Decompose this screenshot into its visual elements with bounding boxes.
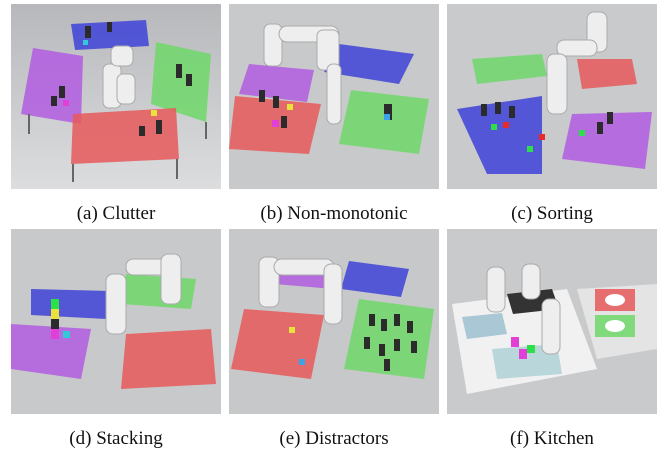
caption-a: (a) Clutter — [76, 203, 156, 224]
robot-arm — [102, 45, 136, 109]
panel-c-sorting-image — [447, 4, 657, 189]
green-table — [344, 299, 434, 379]
sink — [462, 313, 507, 339]
robot-arm — [258, 256, 343, 325]
robot-arm — [263, 23, 342, 125]
red-table — [231, 309, 324, 379]
blue-table — [341, 261, 409, 297]
green-table — [121, 274, 196, 309]
red-table — [577, 59, 637, 89]
caption-e: (e) Distractors — [279, 428, 389, 449]
panel-d-stacking-image — [11, 229, 221, 414]
blue-table — [324, 44, 414, 84]
robot-arm — [546, 11, 608, 115]
robot-arm — [486, 263, 561, 355]
caption-b: (b) Non-monotonic — [260, 203, 408, 224]
green-table — [339, 90, 429, 154]
panel-f-kitchen-image — [447, 229, 657, 414]
caption-d: (d) Stacking — [69, 428, 163, 449]
panel-a-clutter-image — [11, 4, 221, 189]
red-table — [71, 108, 179, 164]
purple-table — [562, 112, 652, 169]
blue-table — [31, 289, 111, 319]
red-table — [121, 329, 216, 389]
panel-b-non-monotonic-image — [229, 4, 439, 189]
robot-arm — [105, 253, 182, 335]
caption-f: (f) Kitchen — [510, 428, 594, 449]
panel-e-distractors-image — [229, 229, 439, 414]
caption-c: (c) Sorting — [511, 203, 593, 224]
purple-table — [11, 324, 91, 379]
green-table — [472, 54, 547, 84]
purple-table — [239, 64, 314, 102]
green-table — [151, 42, 211, 122]
blue-table — [457, 96, 542, 174]
